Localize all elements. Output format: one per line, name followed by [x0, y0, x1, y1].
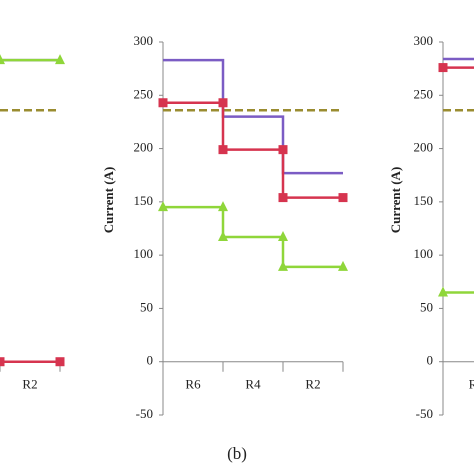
y-tick-label: 0: [427, 353, 434, 368]
marker: [278, 193, 288, 203]
y-axis-label: Current (A): [388, 167, 403, 234]
y-tick-label: 200: [414, 140, 434, 155]
marker: [278, 260, 288, 271]
x-tick-label: R4: [245, 377, 261, 392]
y-tick-label: 150: [134, 193, 154, 208]
x-tick-label: R6: [185, 377, 201, 392]
y-axis-label: Current (A): [101, 167, 116, 234]
y-tick-label: 50: [140, 299, 153, 314]
marker: [338, 193, 348, 203]
x-tick-label: R2: [305, 377, 320, 392]
y-tick-label: 150: [414, 193, 434, 208]
step-line: [163, 101, 343, 199]
y-tick-label: 250: [134, 86, 154, 101]
y-tick-label: -50: [416, 406, 433, 421]
marker: [338, 260, 348, 271]
x-tick-label: R: [469, 377, 474, 392]
marker: [438, 63, 448, 73]
marker: [218, 231, 228, 242]
y-tick-label: 200: [134, 140, 154, 155]
marker: [278, 145, 288, 155]
marker: [0, 357, 5, 367]
y-tick-label: 300: [134, 33, 154, 48]
y-tick-label: 100: [414, 246, 434, 261]
marker: [55, 54, 65, 65]
marker: [218, 201, 228, 212]
marker: [158, 98, 168, 108]
y-tick-label: -50: [136, 406, 153, 421]
y-tick-label: 0: [147, 353, 154, 368]
marker: [158, 201, 168, 212]
marker: [438, 286, 448, 297]
x-tick-label: R2: [22, 377, 37, 392]
marker: [0, 54, 5, 65]
y-tick-label: 100: [134, 246, 154, 261]
y-tick-label: 250: [414, 86, 434, 101]
marker: [278, 231, 288, 242]
marker: [55, 357, 65, 367]
step-line: [163, 58, 343, 175]
marker: [218, 145, 228, 155]
step-line: [163, 205, 343, 269]
y-tick-label: 50: [420, 299, 433, 314]
caption: (b): [227, 444, 247, 463]
y-tick-label: 300: [414, 33, 434, 48]
marker: [218, 98, 228, 108]
